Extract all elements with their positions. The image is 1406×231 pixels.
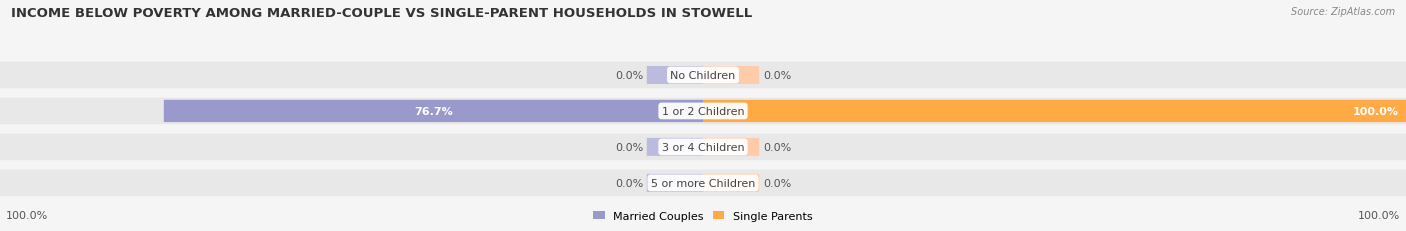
Text: 0.0%: 0.0% [614, 178, 644, 188]
FancyBboxPatch shape [703, 100, 1406, 123]
Text: 1 or 2 Children: 1 or 2 Children [662, 106, 744, 116]
Text: 0.0%: 0.0% [762, 178, 792, 188]
Text: 76.7%: 76.7% [413, 106, 453, 116]
FancyBboxPatch shape [703, 138, 759, 156]
Text: Source: ZipAtlas.com: Source: ZipAtlas.com [1291, 7, 1395, 17]
Text: 3 or 4 Children: 3 or 4 Children [662, 142, 744, 152]
Text: 0.0%: 0.0% [762, 71, 792, 81]
Text: 5 or more Children: 5 or more Children [651, 178, 755, 188]
Text: 0.0%: 0.0% [614, 142, 644, 152]
FancyBboxPatch shape [0, 170, 1406, 196]
FancyBboxPatch shape [703, 174, 759, 192]
FancyBboxPatch shape [0, 98, 1406, 125]
FancyBboxPatch shape [163, 100, 703, 123]
Text: 100.0%: 100.0% [1353, 106, 1399, 116]
FancyBboxPatch shape [703, 67, 759, 85]
Text: INCOME BELOW POVERTY AMONG MARRIED-COUPLE VS SINGLE-PARENT HOUSEHOLDS IN STOWELL: INCOME BELOW POVERTY AMONG MARRIED-COUPL… [11, 7, 752, 20]
Text: 0.0%: 0.0% [614, 71, 644, 81]
Text: No Children: No Children [671, 71, 735, 81]
Text: 100.0%: 100.0% [6, 210, 48, 220]
Legend: Married Couples, Single Parents: Married Couples, Single Parents [589, 207, 817, 225]
FancyBboxPatch shape [647, 138, 703, 156]
Text: 0.0%: 0.0% [762, 142, 792, 152]
Text: 100.0%: 100.0% [1358, 210, 1400, 220]
FancyBboxPatch shape [0, 62, 1406, 89]
FancyBboxPatch shape [647, 174, 703, 192]
FancyBboxPatch shape [0, 134, 1406, 161]
FancyBboxPatch shape [647, 67, 703, 85]
